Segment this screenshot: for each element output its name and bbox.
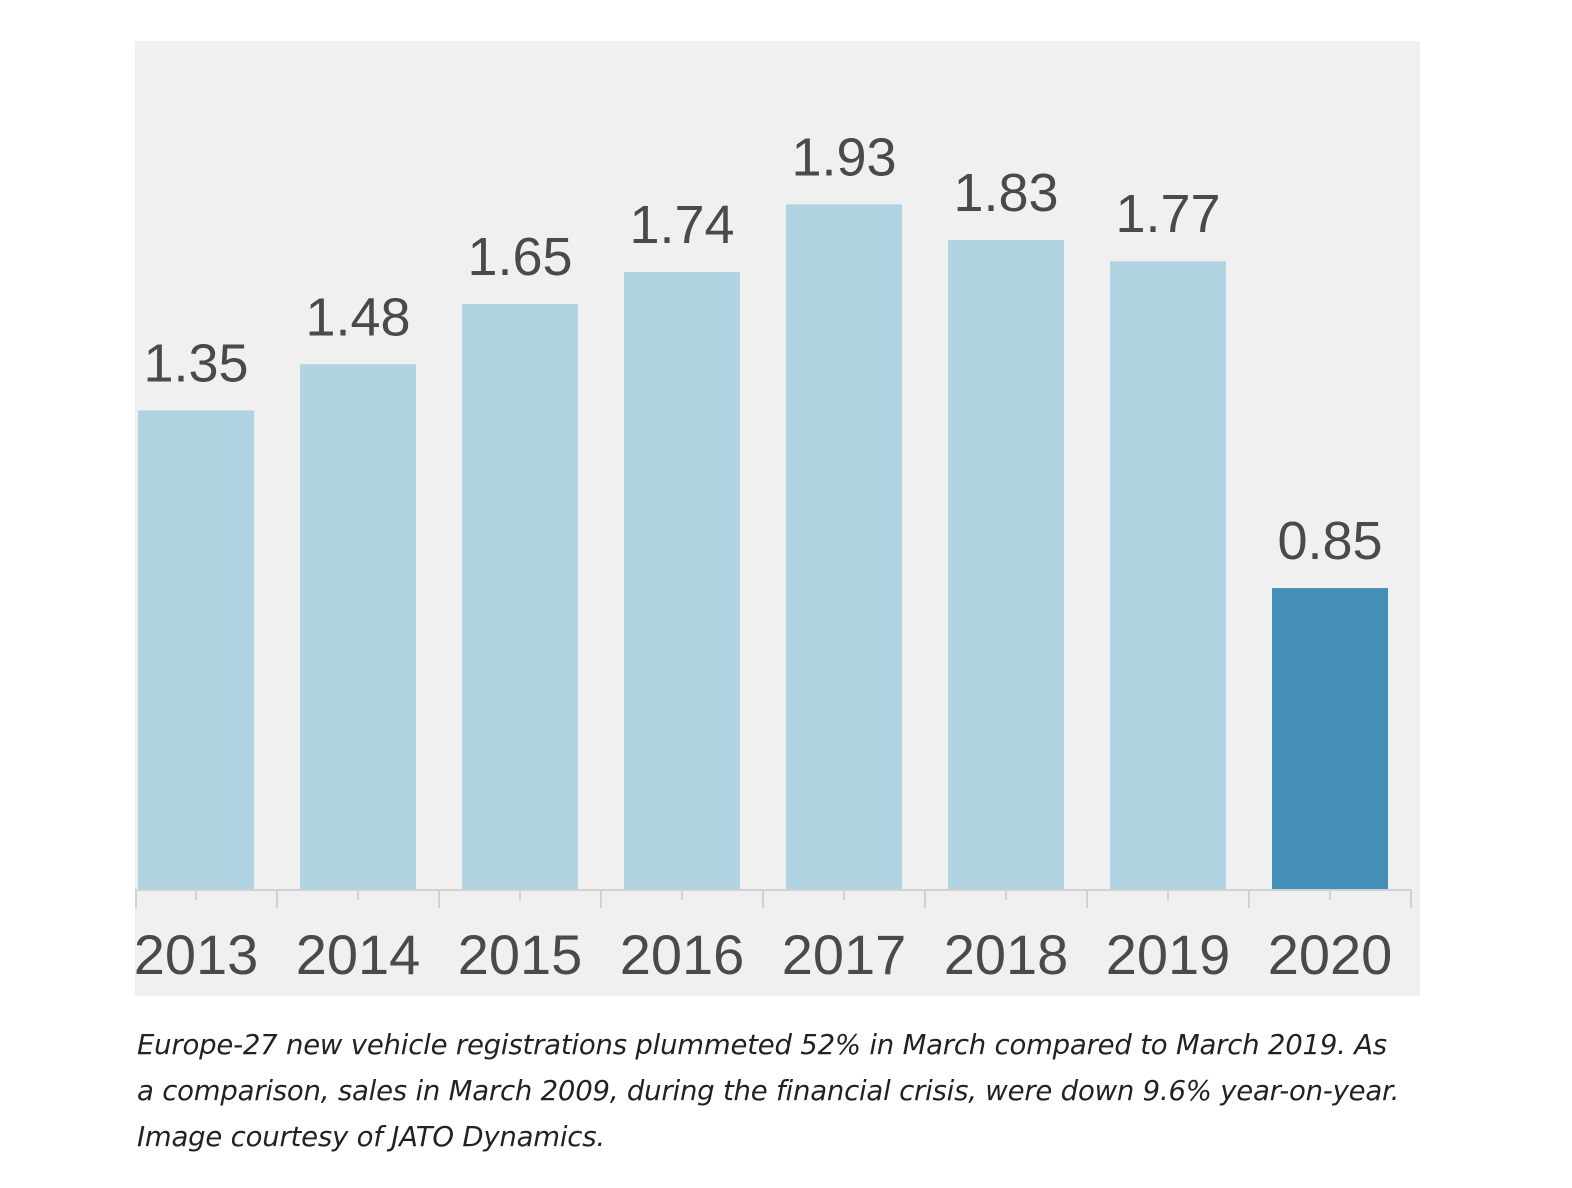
bar-2014: [300, 364, 416, 890]
value-label-2015: 1.65: [467, 227, 572, 287]
x-axis-ticks: [135, 890, 1412, 908]
value-label-2016: 1.74: [629, 195, 734, 255]
value-label-2018: 1.83: [953, 163, 1058, 223]
figure-caption: Europe-27 new vehicle registrations plum…: [137, 1022, 1437, 1160]
value-label-2014: 1.48: [305, 287, 410, 347]
bars-group: [138, 204, 1388, 891]
bar-2015: [462, 303, 578, 890]
bar-2017: [786, 204, 902, 890]
bar-2013: [138, 410, 254, 890]
bar-2016: [624, 271, 740, 890]
bar-2018: [948, 239, 1064, 891]
value-label-2019: 1.77: [1115, 184, 1220, 244]
x-axis-tick-labels: 2013 2014 2015 2016 2017 2018 2019 2020: [135, 923, 1392, 986]
caption-line-1: Europe-27 new vehicle registrations plum…: [137, 1029, 1387, 1061]
value-labels-group: 1.35 1.48 1.65 1.74 1.93 1.83 1.77 0.85: [143, 127, 1382, 571]
x-tick-label-2014: 2014: [296, 923, 421, 986]
chart-panel: 1.35 1.48 1.65 1.74 1.93 1.83 1.77 0.85 2013 201…: [135, 41, 1420, 996]
x-tick-label-2013: 2013: [135, 923, 258, 986]
value-label-2020: 0.85: [1277, 511, 1382, 571]
bar-2019: [1110, 261, 1226, 890]
x-tick-label-2015: 2015: [458, 923, 583, 986]
x-tick-label-2016: 2016: [620, 923, 745, 986]
x-tick-label-2017: 2017: [782, 923, 907, 986]
bar-chart: 1.351.481.651.741.931.83 1.770.85 2013 201…: [135, 127, 1412, 986]
caption-line-3: Image courtesy of JATO Dynamics.: [137, 1121, 605, 1153]
value-label-2013: 1.35: [143, 333, 248, 393]
caption-line-2: a comparison, sales in March 2009, durin…: [137, 1075, 1400, 1107]
x-tick-label-2020: 2020: [1268, 923, 1393, 986]
x-tick-label-2019: 2019: [1106, 923, 1231, 986]
value-label-2017: 1.93: [791, 127, 896, 187]
x-tick-label-2018: 2018: [944, 923, 1069, 986]
bar-2020: [1272, 588, 1388, 890]
